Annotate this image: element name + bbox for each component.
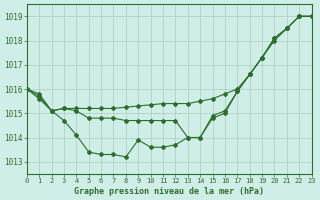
X-axis label: Graphe pression niveau de la mer (hPa): Graphe pression niveau de la mer (hPa) [74, 187, 264, 196]
